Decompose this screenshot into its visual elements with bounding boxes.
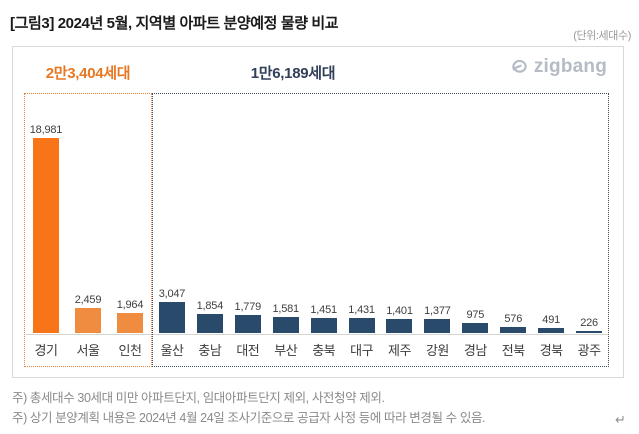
bar-부산: [272, 317, 299, 333]
category-label-대구: 대구: [350, 343, 374, 358]
category-label-제주: 제주: [388, 343, 411, 358]
bar-column-서울: 2,459 서울: [67, 94, 109, 366]
bar-전북: [500, 327, 527, 333]
bar-value-label: 1,431: [348, 304, 375, 316]
category-label-전북: 전북: [501, 343, 525, 358]
bar-대구: [348, 318, 375, 333]
unit-label: (단위:세대수): [573, 30, 631, 42]
bar-column-대구: 1,431 대구: [343, 94, 381, 366]
bar-column-충북: 1,451 충북: [305, 94, 343, 366]
bar-column-경남: 975 경남: [456, 94, 494, 366]
bar-경북: [538, 328, 565, 333]
bar-충남: [196, 314, 223, 333]
bar-value-label: 2,459: [74, 294, 102, 306]
bar-value-label: 226: [580, 317, 598, 329]
zigbang-logo: zigbang: [510, 56, 607, 78]
bar-column-제주: 1,401 제주: [381, 94, 419, 366]
footnote-2: 주) 상기 분양계획 내용은 2024년 4월 24일 조사기준으로 공급자 사…: [12, 411, 486, 425]
bar-column-충남: 1,854 충남: [191, 94, 229, 366]
bar-value-label: 3,047: [158, 288, 186, 300]
bar-column-전북: 576 전북: [494, 94, 532, 366]
zigbang-swirl-icon: [510, 57, 530, 77]
footnote-1: 주) 총세대수 30세대 미만 아파트단지, 임대아파트단지 제외, 사전청약 …: [12, 391, 385, 405]
category-label-대전: 대전: [236, 343, 260, 358]
category-label-광주: 광주: [577, 343, 601, 358]
bar-value-label: 576: [504, 313, 523, 325]
bar-column-경기: 18,981 경기: [25, 94, 67, 366]
return-mark: ↵: [615, 412, 626, 427]
bar-value-label: 1,451: [310, 304, 337, 316]
bar-강원: [424, 319, 451, 333]
category-label-경기: 경기: [34, 343, 58, 358]
bar-인천: [117, 313, 143, 333]
bar-value-label: 1,779: [234, 301, 262, 313]
bar-충북: [310, 318, 337, 333]
bar-value-label: 975: [466, 309, 485, 321]
bar-서울: [75, 308, 101, 333]
category-label-경남: 경남: [463, 343, 487, 358]
bar-value-label: 18,981: [29, 124, 63, 136]
group-total-regions: 1만6,189세대: [250, 65, 336, 82]
bar-경남: [462, 323, 489, 333]
bar-value-label: 1,964: [116, 299, 144, 311]
chart-panel: zigbang 2만3,404세대 1만6,189세대 18,981 경기 2,45…: [12, 46, 624, 378]
bar-column-울산: 3,047 울산: [153, 94, 191, 366]
bar-광주: [576, 331, 603, 333]
bar-column-강원: 1,377 강원: [418, 94, 456, 366]
bar-column-대전: 1,779 대전: [229, 94, 267, 366]
figure-title: [그림3] 2024년 5월, 지역별 아파트 분양예정 물량 비교: [10, 15, 339, 32]
category-label-충남: 충남: [198, 343, 222, 358]
group-box-regions: 3,047 울산 1,854 충남 1,779 대전 1,581 부산 1,451 충북 1,431…: [152, 93, 609, 367]
category-label-충북: 충북: [312, 343, 336, 358]
bar-column-광주: 226 광주: [570, 94, 608, 366]
bar-value-label: 1,401: [386, 305, 413, 317]
category-label-강원: 강원: [425, 343, 449, 358]
group-total-capital: 2만3,404세대: [45, 65, 131, 82]
category-label-서울: 서울: [76, 343, 100, 358]
bar-제주: [386, 319, 413, 333]
bar-column-경북: 491 경북: [532, 94, 570, 366]
bar-column-인천: 1,964 인천: [109, 94, 151, 366]
bar-value-label: 1,581: [272, 303, 299, 315]
category-label-인천: 인천: [118, 343, 142, 358]
bar-울산: [158, 302, 185, 333]
group-box-capital: 18,981 경기 2,459 서울 1,964 인천: [24, 93, 152, 367]
zigbang-logo-text: zigbang: [533, 56, 607, 77]
bar-column-부산: 1,581 부산: [267, 94, 305, 366]
bar-value-label: 1,854: [196, 300, 224, 312]
bar-value-label: 1,377: [424, 305, 451, 317]
category-label-부산: 부산: [274, 343, 298, 358]
x-axis-line: [26, 334, 609, 335]
bar-대전: [234, 315, 261, 333]
category-label-울산: 울산: [160, 343, 184, 358]
bar-value-label: 491: [542, 314, 561, 326]
bar-경기: [33, 138, 59, 333]
category-label-경북: 경북: [539, 343, 563, 358]
